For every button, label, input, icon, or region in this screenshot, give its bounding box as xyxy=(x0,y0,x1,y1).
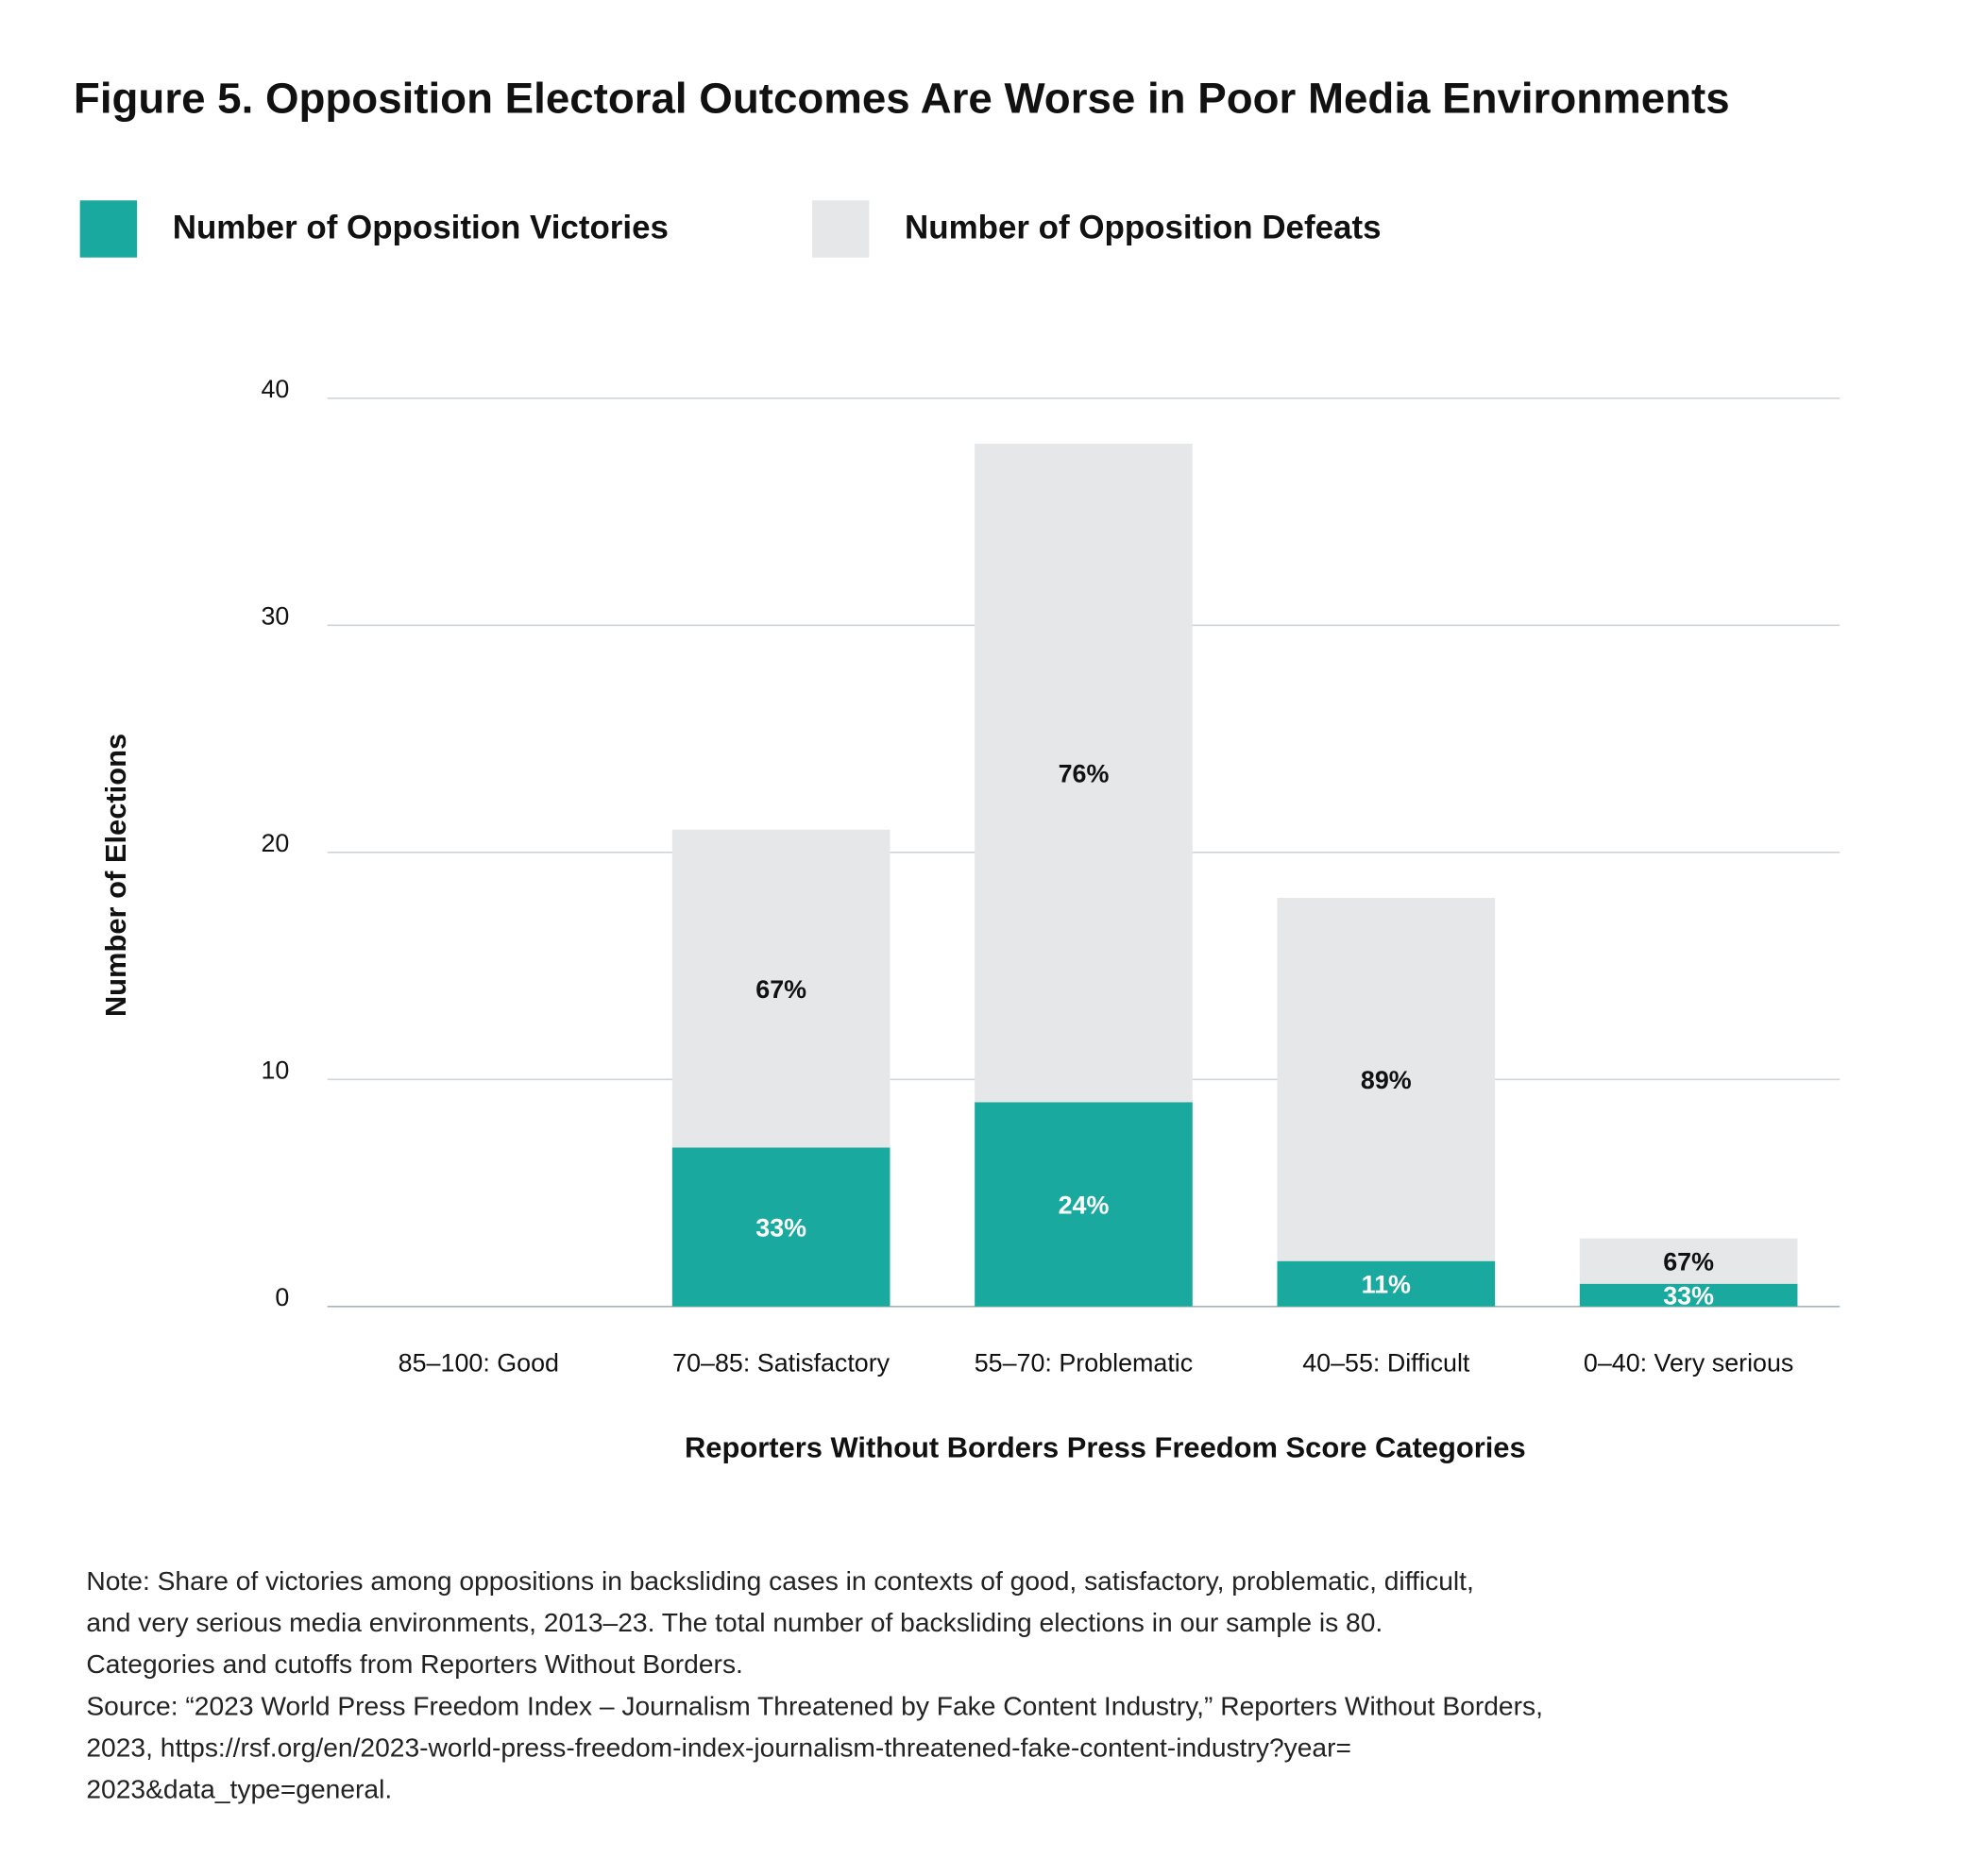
note-line: Note: Share of victories among oppositio… xyxy=(86,1565,1474,1596)
data-label: 33% xyxy=(755,1213,806,1242)
data-label: 33% xyxy=(1663,1282,1714,1310)
x-tick-label: 40–55: Difficult xyxy=(1302,1349,1470,1377)
bar-segment xyxy=(1579,1238,1798,1284)
legend-label: Number of Opposition Defeats xyxy=(905,209,1382,245)
x-axis-title: Reporters Without Borders Press Freedom … xyxy=(685,1431,1526,1464)
data-label: 89% xyxy=(1361,1066,1412,1094)
bar-segment xyxy=(1579,1283,1798,1307)
bar-segment xyxy=(671,829,891,1148)
note-line: Categories and cutoffs from Reporters Wi… xyxy=(86,1648,743,1679)
note-line: 2023, https://rsf.org/en/2023-world-pres… xyxy=(86,1732,1351,1762)
legend-swatch xyxy=(79,200,138,258)
data-label: 76% xyxy=(1059,759,1110,787)
x-tick-label: 55–70: Problematic xyxy=(975,1349,1193,1377)
x-tick-label: 0–40: Very serious xyxy=(1584,1349,1793,1377)
y-tick-label: 0 xyxy=(275,1283,289,1311)
bar-segment xyxy=(671,1147,891,1307)
data-label: 24% xyxy=(1059,1191,1110,1219)
note-line: 2023&data_type=general. xyxy=(86,1773,392,1803)
x-tick-label: 70–85: Satisfactory xyxy=(672,1349,891,1377)
data-label: 67% xyxy=(1663,1247,1714,1276)
note-line: Source: “2023 World Press Freedom Index … xyxy=(86,1690,1543,1720)
y-tick-label: 10 xyxy=(261,1056,289,1084)
bar-segment xyxy=(1277,897,1496,1261)
y-tick-label: 20 xyxy=(261,829,289,857)
x-tick-label: 85–100: Good xyxy=(399,1349,559,1377)
data-label: 11% xyxy=(1362,1271,1411,1299)
data-label: 67% xyxy=(755,975,806,1004)
chart-title: Figure 5. Opposition Electoral Outcomes … xyxy=(74,75,1730,123)
note-line: and very serious media environments, 201… xyxy=(86,1607,1383,1637)
bar-segment xyxy=(975,1102,1193,1307)
legend-label: Number of Opposition Victories xyxy=(173,209,669,245)
y-tick-label: 30 xyxy=(261,601,289,630)
y-axis-title: Number of Elections xyxy=(99,734,132,1017)
bar-segment xyxy=(1277,1260,1496,1307)
y-tick-label: 40 xyxy=(261,375,289,403)
bar-segment xyxy=(975,443,1193,1103)
legend-swatch xyxy=(811,200,870,258)
